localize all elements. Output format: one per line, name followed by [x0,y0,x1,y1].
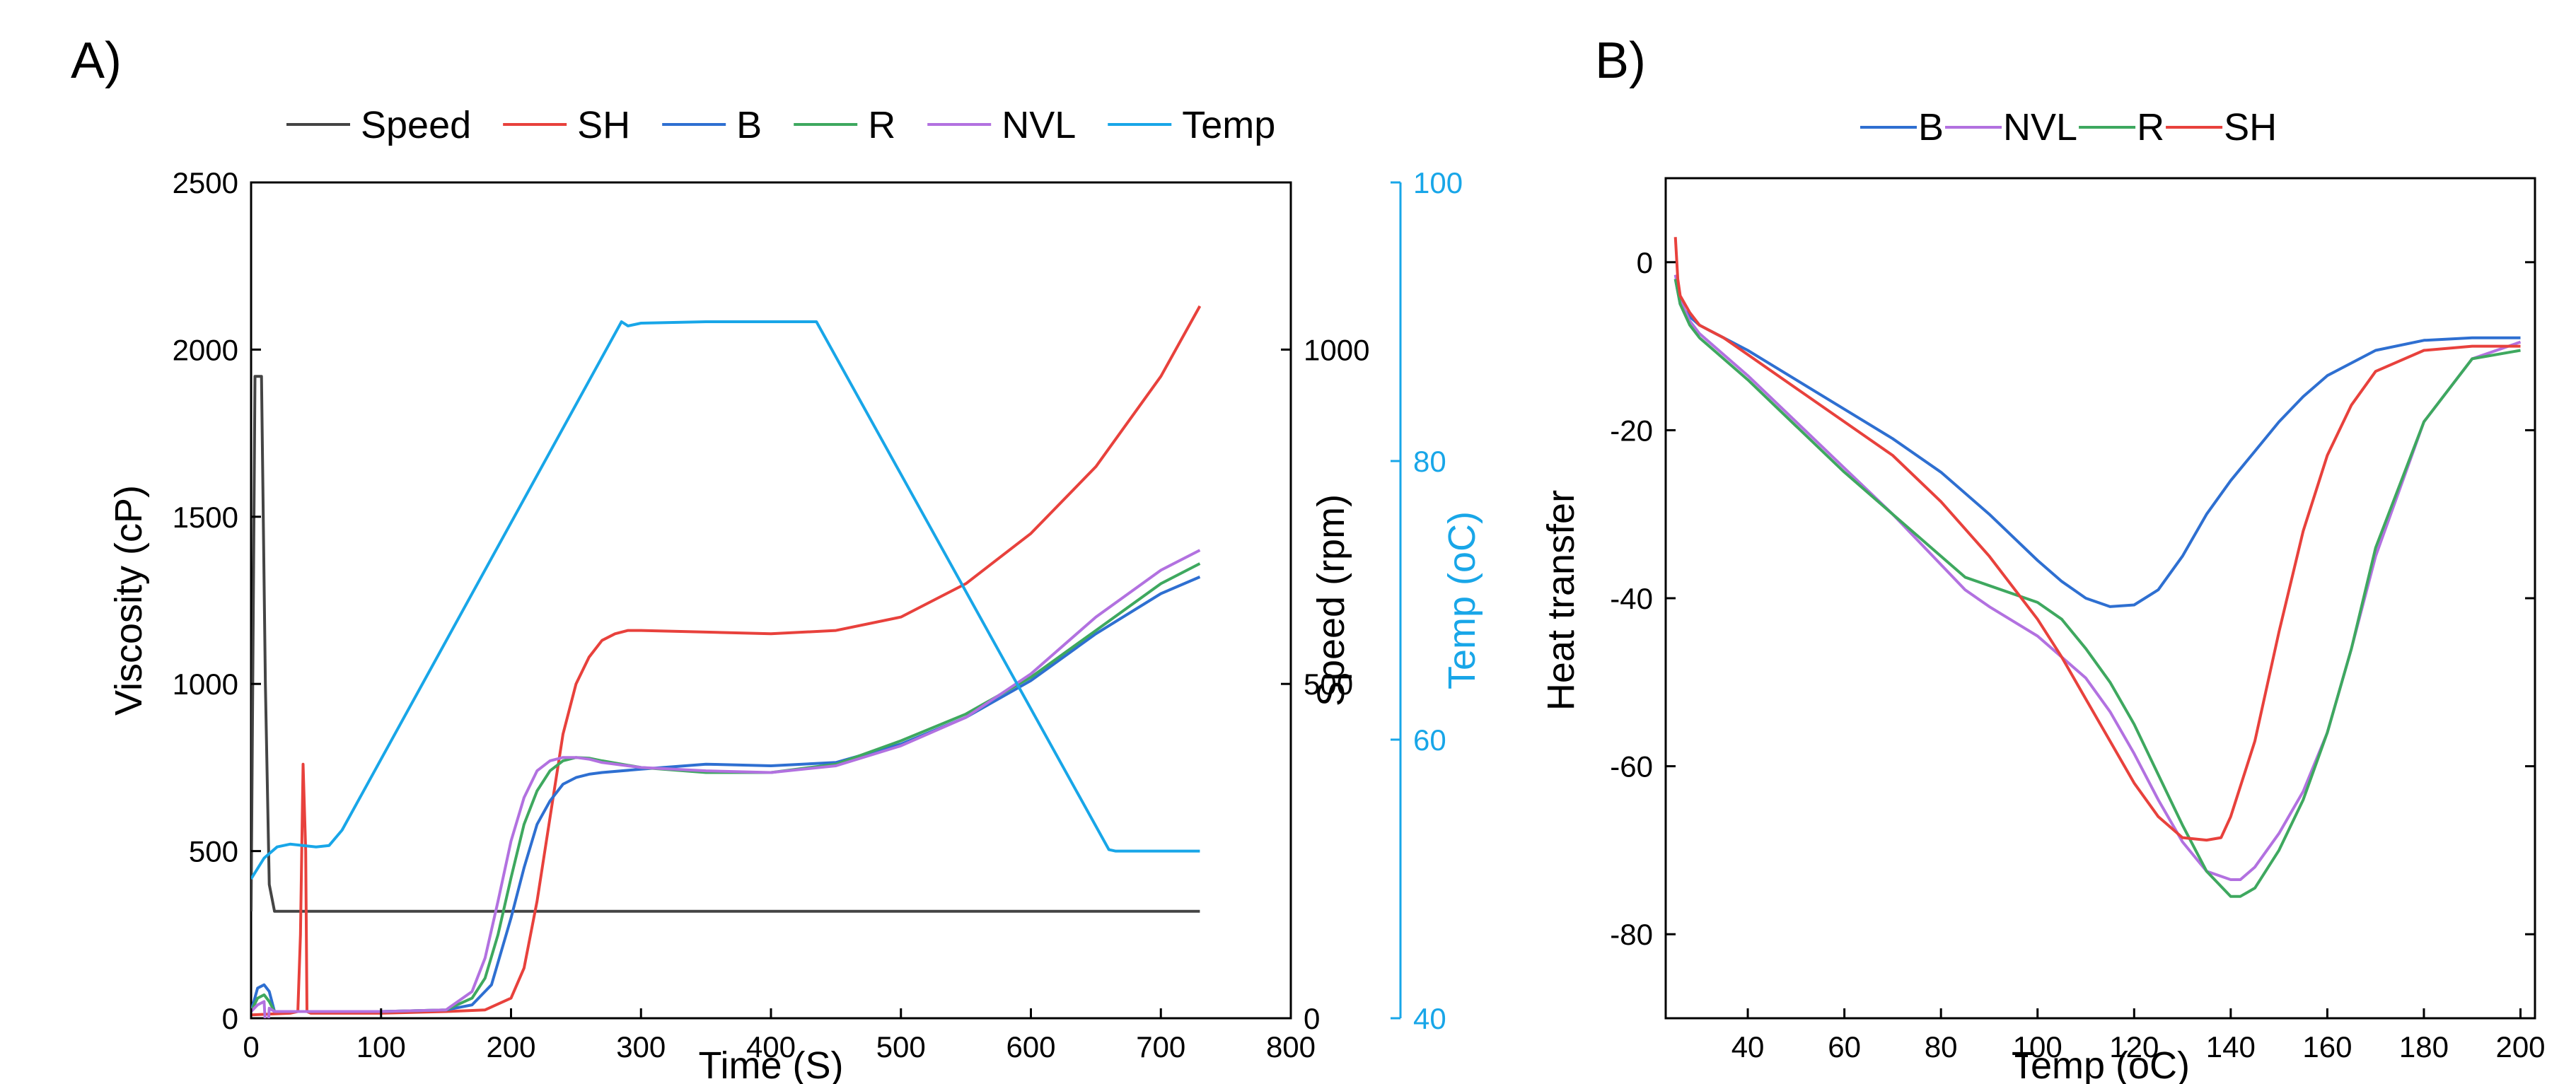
panel-a-x-tick-label: 800 [1266,1030,1316,1063]
panel-a-speed-tick-label: 500 [1304,668,1353,701]
panel-a-x-tick-label: 500 [876,1030,926,1063]
panel-b-x-tick-label: 100 [2013,1030,2062,1063]
panel-a-x-tick-label: 300 [616,1030,666,1063]
panel-a: A) Speed SH B R NVL Temp 0 100 200 300 400 500 600 7… [71,33,1483,1084]
panel-b-y-tick-label: 0 [1637,246,1653,279]
panel-a-y-tick-label: 2000 [173,333,238,366]
panel-b-y-title: Heat transfer [1540,490,1582,711]
panel-b-legend-label-sh: SH [2224,106,2277,148]
panel-a-y-tick-label: 1500 [173,501,238,534]
panel-a-speed-title: Speed (rpm) [1310,494,1352,706]
panel-a-legend-label-nvl: NVL [1002,104,1076,146]
panel-a-legend-label-b: B [736,104,762,146]
panel-a-x-tick-label: 700 [1136,1030,1185,1063]
panel-b-legend-label-nvl: NVL [2003,106,2077,148]
panel-a-series-b [251,576,1201,1013]
panel-b-x-tick-label: 60 [1828,1030,1861,1063]
panel-b-x-tick-label: 180 [2399,1030,2449,1063]
panel-b-x-tick-label: 140 [2206,1030,2256,1063]
panel-b-y-tick-label: -80 [1610,918,1653,951]
panel-a-series-speed [251,375,1200,913]
panel-b-y-tick-label: -20 [1610,414,1653,447]
panel-a-legend-label-sh: SH [577,104,630,146]
panel-a-temp-tick-label: 80 [1413,445,1446,478]
panel-a-speed-tick-label: 0 [1304,1002,1320,1035]
panel-b-legend-label-r: R [2137,106,2164,148]
panel-b-x-tick-label: 40 [1731,1030,1765,1063]
panel-a-x-tick-label: 100 [356,1030,406,1063]
panel-b-y-tick-label: -60 [1610,750,1653,783]
panel-a-x-tick-label: 600 [1006,1030,1055,1063]
panel-a-speed-tick-label: 1000 [1304,333,1369,366]
panel-b-series-sh [1673,237,2521,842]
panel-b: B) B NVL R SH 40 60 80 100 120 140 160 180 200 0 -20 -… [1540,33,2546,1084]
panel-b-x-tick-label: 80 [1925,1030,1958,1063]
panel-b-y-tick-label: -40 [1610,582,1653,615]
panel-a-x-tick-label: 400 [746,1030,796,1063]
panel-a-axes: 0 100 200 300 400 500 600 700 800050010001500200… [173,166,1463,1063]
panel-b-series-nvl [1673,274,2522,881]
panel-a-x-tick-label: 0 [243,1030,259,1063]
panel-b-legend-label-b: B [1918,106,1944,148]
panel-b-series [1673,237,2522,898]
panel-b-series-r [1673,279,2521,898]
panel-a-legend: Speed SH B R NVL Temp [286,104,1275,146]
panel-a-series-nvl [251,549,1201,1018]
panel-a-legend-label-temp: Temp [1182,104,1275,146]
panel-a-label: A) [71,33,122,89]
panel-a-legend-label-r: R [868,104,895,146]
panel-b-plot-frame [1664,177,2536,1020]
panel-a-x-tick-label: 200 [486,1030,535,1063]
panel-a-plot-frame [250,181,1292,1020]
panel-b-series-b [1673,279,2521,608]
panel-a-y-title: Viscosity (cP) [108,485,150,716]
panel-a-series-temp [251,320,1200,880]
panel-a-temp-title: Temp (oC) [1441,511,1483,689]
panel-b-label: B) [1595,33,1646,89]
panel-a-y-tick-label: 2500 [173,166,238,199]
panel-a-series-sh [251,305,1202,1017]
panel-a-series-r [251,562,1201,1013]
panel-b-x-tick-label: 200 [2495,1030,2545,1063]
panel-a-legend-label-speed: Speed [361,104,471,146]
panel-a-y-tick-label: 500 [189,835,238,868]
panel-a-series [251,305,1202,1018]
panel-a-x-title: Time (S) [699,1044,844,1084]
panel-b-x-title: Temp (oC) [2012,1044,2190,1084]
panel-a-y-tick-label: 0 [222,1002,238,1035]
panel-b-axes: 40 60 80 100 120 140 160 180 200 0 -20 -40 -60 -80 [1610,246,2545,1063]
panel-b-x-tick-label: 160 [2302,1030,2352,1063]
panel-b-legend: B NVL R SH [1860,106,2277,148]
panel-a-temp-tick-label: 60 [1413,723,1446,757]
panel-b-x-tick-label: 120 [2109,1030,2159,1063]
panel-a-temp-tick-label: 40 [1413,1002,1446,1035]
panel-a-temp-tick-label: 100 [1413,166,1463,199]
panel-a-y-tick-label: 1000 [173,668,238,701]
